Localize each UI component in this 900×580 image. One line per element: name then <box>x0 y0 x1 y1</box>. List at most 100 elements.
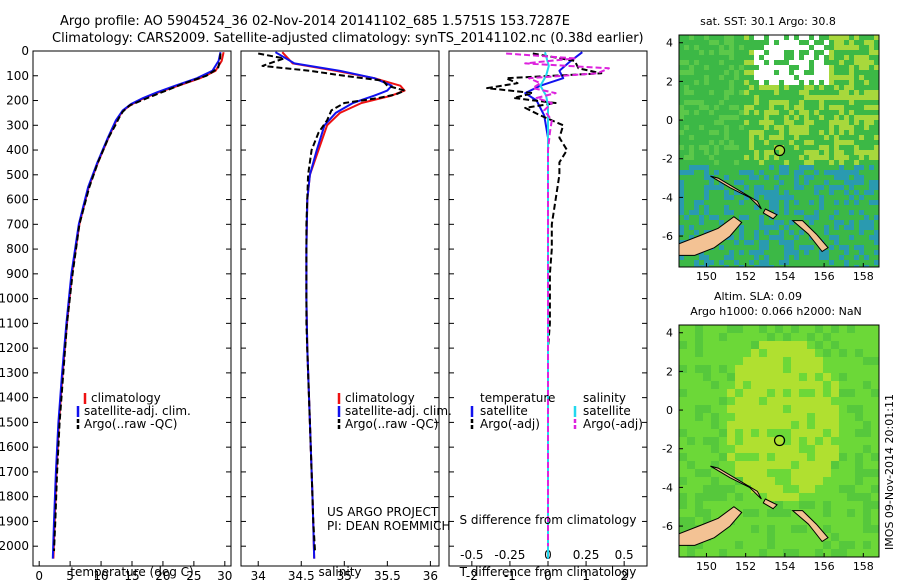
map-cell <box>859 65 864 70</box>
map-cell <box>839 35 844 40</box>
map-cell <box>784 245 789 250</box>
map-cell <box>694 55 699 60</box>
map-cell <box>724 260 729 265</box>
map-cell <box>799 260 804 265</box>
map-cell <box>679 115 684 120</box>
map-cell <box>679 365 687 373</box>
map-cell <box>799 95 804 100</box>
map-cell <box>687 389 695 397</box>
map-cell <box>714 145 719 150</box>
map-cell <box>739 155 744 160</box>
map-cell <box>849 135 854 140</box>
map-cell <box>804 120 809 125</box>
map-cell <box>814 170 819 175</box>
map-cell <box>839 110 844 115</box>
map-cell <box>739 135 744 140</box>
map-cell <box>799 130 804 135</box>
map-cell <box>799 75 804 80</box>
map-cell <box>743 445 751 453</box>
map-cell <box>767 477 775 485</box>
map-cell <box>829 40 834 45</box>
map-cell <box>734 260 739 265</box>
map-cell <box>855 341 863 349</box>
map-cell <box>814 260 819 265</box>
map-cell <box>767 341 775 349</box>
map-cell <box>719 60 724 65</box>
map-cell <box>834 235 839 240</box>
map-cell <box>754 70 759 75</box>
map-cell <box>743 333 751 341</box>
map-cell <box>739 115 744 120</box>
map-cell <box>814 85 819 90</box>
map-cell <box>809 60 814 65</box>
map-cell <box>854 205 859 210</box>
map-cell <box>794 80 799 85</box>
map-cell <box>789 185 794 190</box>
map-cell <box>744 65 749 70</box>
map-cell <box>814 75 819 80</box>
map-cell <box>734 255 739 260</box>
map-cell <box>743 477 751 485</box>
map-cell <box>754 165 759 170</box>
map-cell <box>783 381 791 389</box>
map-cell <box>794 65 799 70</box>
map-cell <box>819 185 824 190</box>
map-cell <box>863 533 871 541</box>
map-cell <box>724 45 729 50</box>
map-cell <box>799 100 804 105</box>
map-cell <box>824 185 829 190</box>
map-cell <box>744 150 749 155</box>
map-cell <box>754 220 759 225</box>
legend-temperature-title: temperature <box>480 391 555 405</box>
map-cell <box>689 50 694 55</box>
map-cell <box>719 115 724 120</box>
map-cell <box>784 95 789 100</box>
map-cell <box>794 165 799 170</box>
map-cell <box>783 429 791 437</box>
map-cell <box>809 200 814 205</box>
difference-xlabel-top: S difference from climatology <box>460 513 637 527</box>
map-cell <box>694 70 699 75</box>
map-cell <box>864 155 869 160</box>
map-cell <box>703 485 711 493</box>
map-cell <box>735 357 743 365</box>
map-cell <box>819 145 824 150</box>
map-cell <box>791 349 799 357</box>
map-cell <box>679 517 687 525</box>
map-cell <box>739 210 744 215</box>
map-cell <box>699 65 704 70</box>
map-cell <box>819 205 824 210</box>
map-cell <box>709 250 714 255</box>
map-cell <box>799 185 804 190</box>
map-cell <box>829 235 834 240</box>
map-cell <box>869 110 874 115</box>
map-cell <box>719 120 724 125</box>
map-cell <box>839 155 844 160</box>
map-cell <box>839 215 844 220</box>
map-cell <box>754 130 759 135</box>
map-cell <box>759 365 767 373</box>
map-cell <box>874 260 879 265</box>
map-cell <box>824 145 829 150</box>
map-cell <box>719 341 727 349</box>
map-cell <box>847 341 855 349</box>
map-cell <box>729 95 734 100</box>
map-cell <box>735 517 743 525</box>
map-cell <box>684 125 689 130</box>
map-cell <box>824 60 829 65</box>
map-cell <box>807 469 815 477</box>
map-cell <box>727 437 735 445</box>
land-polygon <box>679 216 743 256</box>
map-cell <box>823 365 831 373</box>
map-cell <box>759 70 764 75</box>
map-cell <box>834 255 839 260</box>
map-cell <box>749 145 754 150</box>
map-cell <box>794 115 799 120</box>
map-cell <box>749 205 754 210</box>
map-cell <box>791 517 799 525</box>
map-cell <box>739 110 744 115</box>
map-cell <box>824 55 829 60</box>
map-cell <box>714 125 719 130</box>
map-cell <box>814 55 819 60</box>
map-cell <box>764 115 769 120</box>
